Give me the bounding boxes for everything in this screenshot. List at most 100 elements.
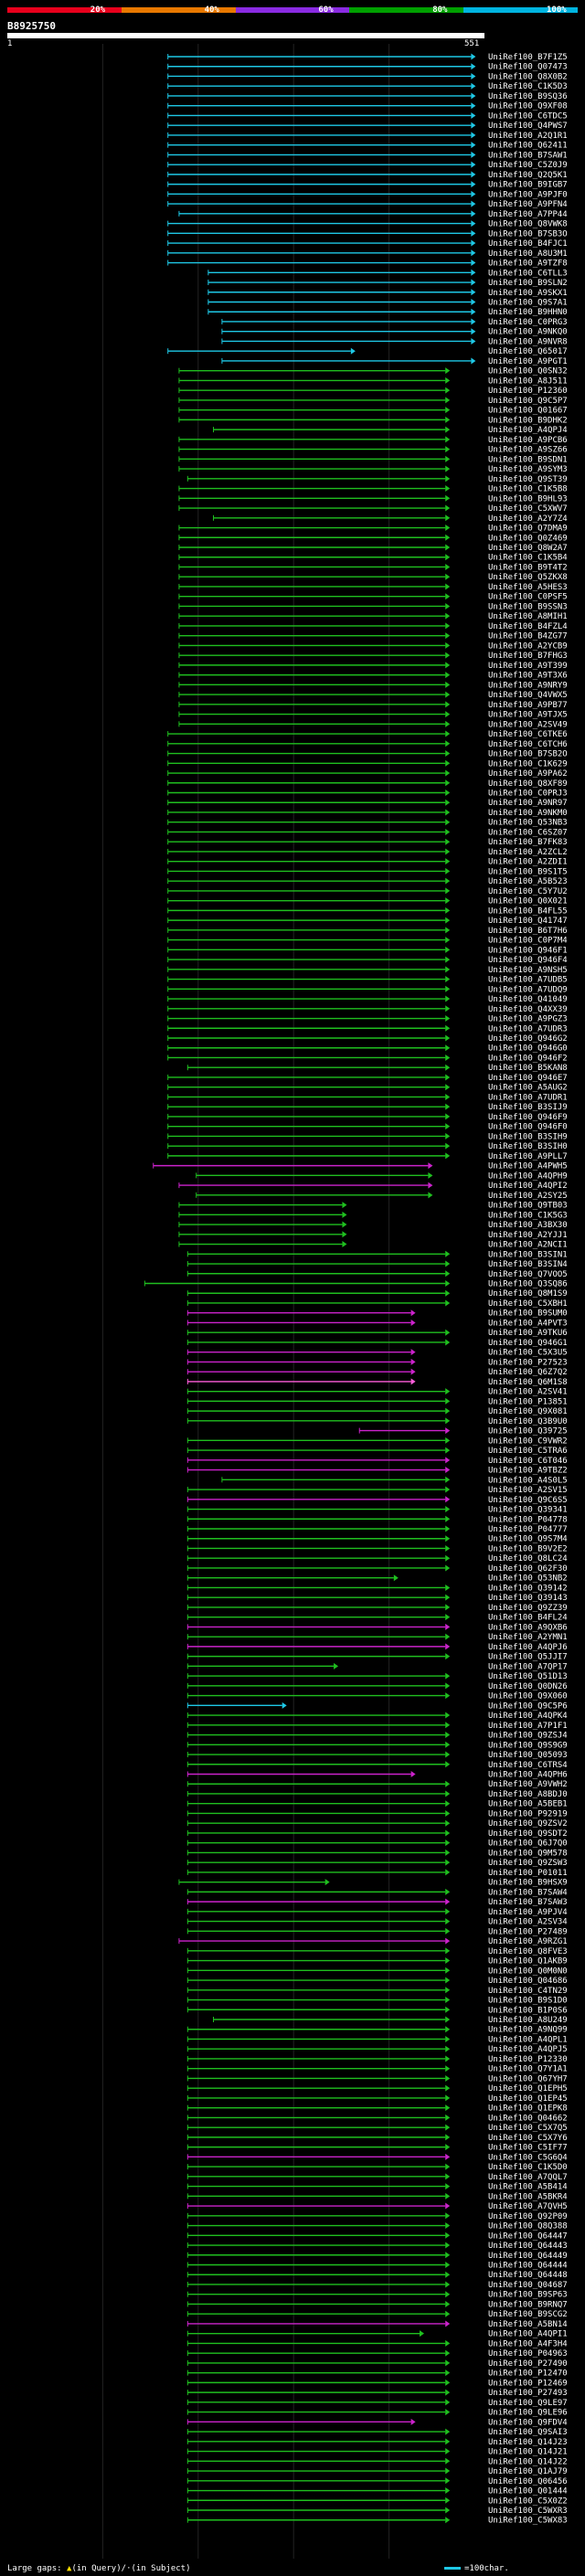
hit-label[interactable]: UniRef100_B9RNQ7 <box>488 2300 568 2309</box>
hit-label[interactable]: UniRef100_B9SDN1 <box>488 455 568 464</box>
hit-label[interactable]: UniRef100_Q04686 <box>488 1977 568 1986</box>
hit-label[interactable]: UniRef100_A9SYM3 <box>488 465 568 474</box>
hit-label[interactable]: UniRef100_Q0Z469 <box>488 534 568 543</box>
hit-label[interactable]: UniRef100_Q8Q388 <box>488 2222 568 2231</box>
hit-label[interactable]: UniRef100_Q9LE96 <box>488 2409 568 2418</box>
hit-label[interactable]: UniRef100_A8U249 <box>488 2016 568 2025</box>
hit-label[interactable]: UniRef100_B3SIH0 <box>488 1142 568 1151</box>
hit-label[interactable]: UniRef100_C5XBH1 <box>488 1299 568 1309</box>
hit-label[interactable]: UniRef100_A8U3M1 <box>488 249 568 259</box>
hit-label[interactable]: UniRef100_A2SV34 <box>488 1918 568 1927</box>
hit-label[interactable]: UniRef100_B7SAW1 <box>488 151 568 160</box>
hit-label[interactable]: UniRef100_Q07473 <box>488 63 568 72</box>
hit-label[interactable]: UniRef100_C5X0Z2 <box>488 2496 568 2506</box>
hit-label[interactable]: UniRef100_Q0SN32 <box>488 367 568 376</box>
hit-label[interactable]: UniRef100_Q8LC24 <box>488 1554 568 1564</box>
hit-label[interactable]: UniRef100_Q9FDV4 <box>488 2418 568 2427</box>
hit-label[interactable]: UniRef100_Q7DMA9 <box>488 525 568 534</box>
hit-label[interactable]: UniRef100_A9PCB6 <box>488 436 568 445</box>
hit-label[interactable]: UniRef100_B4FZL4 <box>488 622 568 631</box>
hit-label[interactable]: UniRef100_Q9C5P6 <box>488 1701 568 1711</box>
hit-label[interactable]: UniRef100_B9HHN0 <box>488 308 568 317</box>
hit-label[interactable]: UniRef100_A8BDJ0 <box>488 1790 568 1799</box>
hit-label[interactable]: UniRef100_B3SIN4 <box>488 1260 568 1269</box>
hit-label[interactable]: UniRef100_C5X7Q5 <box>488 2124 568 2133</box>
hit-label[interactable]: UniRef100_A9TBZ2 <box>488 1467 568 1476</box>
hit-label[interactable]: UniRef100_Q7Y1A1 <box>488 2065 568 2074</box>
hit-label[interactable]: UniRef100_B9T4T2 <box>488 563 568 572</box>
hit-label[interactable]: UniRef100_B7FK83 <box>488 838 568 847</box>
hit-label[interactable]: UniRef100_A9PFN4 <box>488 200 568 209</box>
hit-label[interactable]: UniRef100_C5IF77 <box>488 2144 568 2153</box>
hit-label[interactable]: UniRef100_Q53NB2 <box>488 1574 568 1584</box>
hit-label[interactable]: UniRef100_A7UDR3 <box>488 1024 568 1034</box>
hit-label[interactable]: UniRef100_C4TN29 <box>488 1987 568 1996</box>
hit-label[interactable]: UniRef100_B9HL93 <box>488 494 568 504</box>
hit-label[interactable]: UniRef100_C6TCH6 <box>488 740 568 749</box>
hit-label[interactable]: UniRef100_Q946F9 <box>488 1113 568 1122</box>
hit-label[interactable]: UniRef100_A2Y7Z4 <box>488 514 568 524</box>
hit-label[interactable]: UniRef100_P27493 <box>488 2389 568 2398</box>
hit-label[interactable]: UniRef100_Q5JJI7 <box>488 1653 568 1662</box>
hit-label[interactable]: UniRef100_Q06456 <box>488 2477 568 2486</box>
hit-label[interactable]: UniRef100_A9NKM0 <box>488 809 568 818</box>
hit-label[interactable]: UniRef100_Q3B9U0 <box>488 1417 568 1426</box>
hit-label[interactable]: UniRef100_Q9X081 <box>488 1407 568 1416</box>
hit-label[interactable]: UniRef100_Q8FVE3 <box>488 1947 568 1956</box>
hit-label[interactable]: UniRef100_C1K5D0 <box>488 2163 568 2172</box>
hit-label[interactable]: UniRef100_Q9ZSV2 <box>488 1819 568 1829</box>
hit-label[interactable]: UniRef100_A7PP44 <box>488 210 568 219</box>
hit-label[interactable]: UniRef100_A7UDR1 <box>488 1093 568 1102</box>
hit-label[interactable]: UniRef100_A2Q1R1 <box>488 132 568 141</box>
hit-label[interactable]: UniRef100_P04963 <box>488 2349 568 2359</box>
hit-label[interactable]: UniRef100_Q01444 <box>488 2487 568 2496</box>
hit-label[interactable]: UniRef100_A9VWH2 <box>488 1780 568 1789</box>
hit-label[interactable]: UniRef100_Q2Q5K1 <box>488 171 568 180</box>
hit-label[interactable]: UniRef100_Q9C6S5 <box>488 1496 568 1505</box>
hit-label[interactable]: UniRef100_P92919 <box>488 1809 568 1818</box>
hit-label[interactable]: UniRef100_Q62F30 <box>488 1564 568 1574</box>
hit-label[interactable]: UniRef100_A4QPJ6 <box>488 1643 568 1652</box>
hit-label[interactable]: UniRef100_A9NKQ0 <box>488 328 568 337</box>
hit-label[interactable]: UniRef100_Q1EPH5 <box>488 2084 568 2094</box>
hit-label[interactable]: UniRef100_Q9SDT2 <box>488 1829 568 1839</box>
hit-label[interactable]: UniRef100_P13851 <box>488 1397 568 1406</box>
hit-label[interactable]: UniRef100_Q9ST39 <box>488 475 568 484</box>
hit-label[interactable]: UniRef100_C5X7Y6 <box>488 2134 568 2143</box>
hit-label[interactable]: UniRef100_Q9ZSJ4 <box>488 1732 568 1741</box>
hit-label[interactable]: UniRef100_Q4PWS7 <box>488 122 568 131</box>
hit-label[interactable]: UniRef100_A2SY25 <box>488 1192 568 1201</box>
hit-label[interactable]: UniRef100_A5BKR4 <box>488 2192 568 2201</box>
hit-label[interactable]: UniRef100_P12360 <box>488 387 568 396</box>
hit-label[interactable]: UniRef100_Q946G0 <box>488 1044 568 1054</box>
hit-label[interactable]: UniRef100_P27489 <box>488 1927 568 1936</box>
hit-label[interactable]: UniRef100_C6SZ07 <box>488 828 568 837</box>
hit-label[interactable]: UniRef100_P01011 <box>488 1869 568 1878</box>
hit-label[interactable]: UniRef100_Q0DN26 <box>488 1682 568 1691</box>
hit-label[interactable]: UniRef100_A5BEB1 <box>488 1800 568 1809</box>
hit-label[interactable]: UniRef100_Q0X021 <box>488 897 568 906</box>
hit-label[interactable]: UniRef100_B4FL55 <box>488 906 568 916</box>
hit-label[interactable]: UniRef100_Q7VOO5 <box>488 1270 568 1279</box>
hit-label[interactable]: UniRef100_A4PWH5 <box>488 1162 568 1171</box>
hit-label[interactable]: UniRef100_C5X3U5 <box>488 1349 568 1358</box>
hit-label[interactable]: UniRef100_C1K629 <box>488 759 568 769</box>
hit-label[interactable]: UniRef100_A9TZF8 <box>488 260 568 269</box>
hit-label[interactable]: UniRef100_P04778 <box>488 1515 568 1524</box>
hit-label[interactable]: UniRef100_C0PRG3 <box>488 318 568 327</box>
hit-label[interactable]: UniRef100_Q9X060 <box>488 1692 568 1701</box>
hit-label[interactable]: UniRef100_Q946G2 <box>488 1034 568 1044</box>
hit-label[interactable]: UniRef100_C1K5B8 <box>488 485 568 494</box>
hit-label[interactable]: UniRef100_B9HSX9 <box>488 1879 568 1888</box>
hit-label[interactable]: UniRef100_B4FJC1 <box>488 239 568 249</box>
hit-label[interactable]: UniRef100_A5B523 <box>488 877 568 886</box>
hit-label[interactable]: UniRef100_Q946G1 <box>488 1339 568 1348</box>
hit-label[interactable]: UniRef100_C6TLL3 <box>488 269 568 278</box>
hit-label[interactable]: UniRef100_B7SB2O <box>488 750 568 759</box>
hit-label[interactable]: UniRef100_A9PA62 <box>488 769 568 779</box>
hit-label[interactable]: UniRef100_A9RZG1 <box>488 1937 568 1946</box>
hit-label[interactable]: UniRef100_Q4XX39 <box>488 1005 568 1014</box>
hit-label[interactable]: UniRef100_A4QPL1 <box>488 2035 568 2044</box>
hit-label[interactable]: UniRef100_Q39725 <box>488 1427 568 1436</box>
hit-label[interactable]: UniRef100_Q8M1S9 <box>488 1289 568 1299</box>
